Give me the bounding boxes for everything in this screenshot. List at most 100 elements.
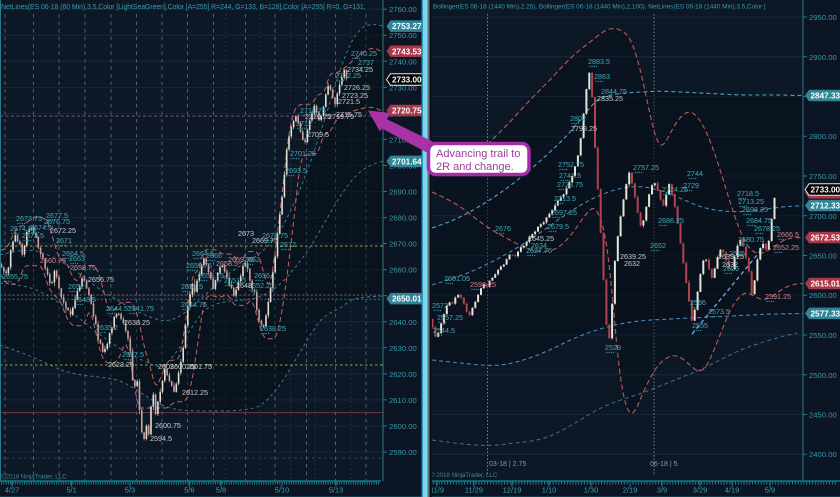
svg-text:06-18 | 5: 06-18 | 5 (650, 461, 678, 468)
svg-text:2632: 2632 (624, 259, 640, 268)
svg-text:2627.75: 2627.75 (526, 246, 552, 255)
svg-text:2693.5: 2693.5 (285, 166, 307, 175)
svg-text:2652: 2652 (68, 282, 84, 291)
svg-text:4/19: 4/19 (725, 486, 740, 495)
svg-text:2550.00: 2550.00 (809, 331, 837, 340)
svg-text:03-18 | 2.75: 03-18 | 2.75 (489, 461, 526, 468)
svg-text:2753.27: 2753.27 (392, 22, 422, 31)
svg-text:2728.75: 2728.75 (557, 180, 583, 189)
svg-text:2639.25: 2639.25 (718, 252, 744, 261)
svg-text:2677.5: 2677.5 (46, 211, 68, 220)
svg-text:2623.25: 2623.25 (108, 360, 134, 369)
svg-text:©2018 NinjaTrader, LLC: ©2018 NinjaTrader, LLC (1, 473, 67, 481)
svg-text:2672.25: 2672.25 (50, 226, 76, 235)
svg-text:2648: 2648 (236, 281, 252, 290)
svg-text:2664.5: 2664.5 (192, 249, 214, 258)
svg-text:2610.00: 2610.00 (389, 396, 417, 405)
svg-text:2656.75: 2656.75 (88, 275, 114, 284)
svg-text:2712.33: 2712.33 (811, 202, 840, 211)
svg-text:2658.75: 2658.75 (70, 263, 96, 272)
svg-text:2590.00: 2590.00 (389, 448, 417, 457)
svg-text:2671: 2671 (56, 236, 72, 245)
svg-text:2710.00: 2710.00 (389, 135, 417, 144)
svg-text:2800.00: 2800.00 (809, 132, 837, 141)
svg-text:2733.00: 2733.00 (811, 186, 840, 195)
svg-text:2741.5: 2741.5 (559, 171, 581, 180)
svg-text:2697.25: 2697.25 (551, 208, 577, 217)
svg-text:2600.00: 2600.00 (809, 291, 837, 300)
svg-text:4/27: 4/27 (5, 486, 20, 495)
svg-text:2713.25: 2713.25 (738, 197, 764, 206)
svg-text:2615.01: 2615.01 (811, 280, 840, 289)
svg-text:2674.25: 2674.25 (10, 224, 36, 233)
svg-text:2760.00: 2760.00 (389, 5, 417, 14)
svg-text:11/29: 11/29 (465, 486, 483, 495)
svg-text:2600.25: 2600.25 (170, 362, 196, 371)
svg-text:2673.5: 2673.5 (22, 231, 44, 240)
svg-text:2664.5: 2664.5 (62, 249, 84, 258)
svg-text:5/9: 5/9 (765, 486, 775, 495)
svg-text:2733.00: 2733.00 (392, 76, 422, 85)
svg-text:2673: 2673 (238, 229, 254, 238)
svg-text:2720.25: 2720.25 (305, 112, 331, 121)
svg-text:5/1: 5/1 (66, 486, 76, 495)
svg-text:2641.75: 2641.75 (128, 304, 154, 313)
svg-text:2835.25: 2835.25 (597, 94, 623, 103)
svg-text:NetLines(ES 06-18 (60 Min),3,5: NetLines(ES 06-18 (60 Min),3,5,Color [Li… (1, 4, 366, 11)
svg-text:2656: 2656 (254, 271, 270, 280)
svg-text:2713.5: 2713.5 (554, 194, 576, 203)
svg-text:2673.75: 2673.75 (16, 214, 42, 223)
svg-text:1/30: 1/30 (584, 486, 599, 495)
svg-text:2658.5: 2658.5 (216, 259, 238, 268)
svg-text:3/9: 3/9 (657, 486, 667, 495)
svg-text:2676: 2676 (495, 224, 511, 233)
svg-text:2651.5: 2651.5 (181, 282, 203, 291)
svg-text:2729: 2729 (683, 181, 699, 190)
svg-text:2740.00: 2740.00 (389, 57, 417, 66)
svg-text:Bollinger(ES 06-18 (1440 Min),: Bollinger(ES 06-18 (1440 Min),2,25), Bol… (433, 4, 766, 11)
svg-text:2666: 2666 (206, 251, 222, 260)
svg-text:2572: 2572 (432, 301, 448, 310)
svg-text:2630.00: 2630.00 (389, 344, 417, 353)
svg-text:2750.00: 2750.00 (389, 31, 417, 40)
svg-text:2863: 2863 (594, 72, 610, 81)
svg-text:2644.5: 2644.5 (106, 304, 128, 313)
svg-text:2529: 2529 (605, 343, 621, 352)
svg-text:2802: 2802 (570, 114, 586, 123)
svg-text:2732.25: 2732.25 (335, 71, 361, 80)
svg-text:2718.5: 2718.5 (737, 189, 759, 198)
svg-text:2798.25: 2798.25 (571, 124, 597, 133)
svg-text:1/10: 1/10 (542, 486, 557, 495)
svg-text:2674.75: 2674.75 (262, 231, 288, 240)
svg-text:2655.75: 2655.75 (2, 272, 28, 281)
svg-text:2744: 2744 (687, 169, 703, 178)
svg-text:2701.25: 2701.25 (290, 149, 316, 158)
svg-text:2652.25: 2652.25 (773, 243, 799, 252)
svg-text:2743.53: 2743.53 (392, 47, 422, 56)
svg-text:2644.75: 2644.75 (181, 300, 207, 309)
svg-text:2573.5: 2573.5 (708, 307, 730, 316)
svg-text:2950.00: 2950.00 (809, 13, 837, 22)
svg-text:5/10: 5/10 (275, 486, 290, 495)
svg-text:2594.5: 2594.5 (150, 434, 172, 443)
svg-text:2601.05: 2601.05 (444, 274, 470, 283)
svg-text:2635.2: 2635.2 (96, 323, 118, 332)
svg-text:2660.75: 2660.75 (40, 256, 66, 265)
svg-text:2659.75: 2659.75 (228, 255, 254, 264)
svg-text:2740.25: 2740.25 (351, 49, 377, 58)
svg-text:2757.25: 2757.25 (633, 163, 659, 172)
svg-text:2684.75: 2684.75 (746, 216, 772, 225)
svg-text:2672: 2672 (280, 240, 296, 249)
svg-text:2638.25: 2638.25 (124, 318, 150, 327)
svg-text:2577.33: 2577.33 (811, 309, 840, 318)
svg-text:12/19: 12/19 (503, 486, 522, 495)
svg-text:3/29: 3/29 (693, 486, 708, 495)
svg-text:2586: 2586 (690, 298, 706, 307)
svg-text:2591.25: 2591.25 (765, 292, 791, 301)
svg-text:2847.33: 2847.33 (811, 92, 840, 101)
svg-text:2709.5: 2709.5 (307, 130, 329, 139)
svg-text:2698.25: 2698.25 (742, 205, 768, 214)
svg-text:2500.00: 2500.00 (809, 371, 837, 380)
svg-text:2730.00: 2730.00 (389, 83, 417, 92)
svg-text:5/13: 5/13 (329, 486, 344, 495)
